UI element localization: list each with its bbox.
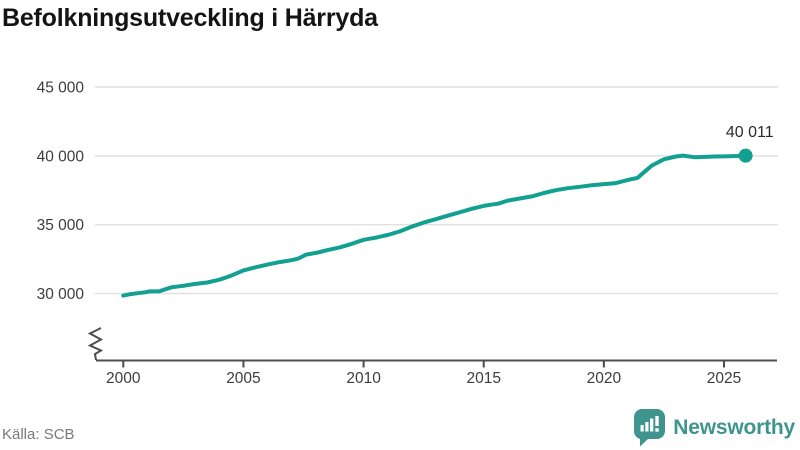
axis-break-icon bbox=[87, 327, 104, 361]
latest-value-label: 40 011 bbox=[726, 124, 774, 141]
x-tick-label: 2015 bbox=[466, 370, 500, 387]
newsworthy-logo-link[interactable]: Newsworthy bbox=[634, 408, 795, 448]
x-tick-label: 2010 bbox=[346, 370, 381, 387]
source-note: Källa: SCB bbox=[2, 426, 75, 443]
y-tick-label: 45 000 bbox=[37, 79, 85, 96]
population-line-chart: 30 000 35 000 40 000 45 000 2000 2005 2010 201… bbox=[37, 79, 778, 387]
latest-point-dot bbox=[738, 148, 753, 163]
chart-title: Befolkningsutveckling i Härryda bbox=[2, 4, 378, 32]
x-tick-label: 2025 bbox=[707, 370, 741, 387]
x-tick-label: 2005 bbox=[226, 370, 260, 387]
x-axis-group: 2000 2005 2010 2015 2020 2025 bbox=[87, 327, 777, 387]
data-series-group bbox=[121, 148, 753, 298]
x-tick-label: 2000 bbox=[106, 370, 141, 387]
y-axis-group: 30 000 35 000 40 000 45 000 bbox=[37, 79, 85, 303]
brand-name: Newsworthy bbox=[673, 416, 795, 439]
y-tick-label: 40 000 bbox=[37, 148, 85, 165]
y-tick-label: 30 000 bbox=[37, 286, 85, 303]
x-tick-label: 2020 bbox=[587, 370, 622, 387]
annotation-group: 40 011 bbox=[726, 124, 774, 141]
gridlines-group bbox=[95, 86, 778, 295]
population-line bbox=[121, 153, 748, 298]
y-tick-label: 35 000 bbox=[37, 217, 85, 234]
bar-chart-speech-bubble-icon bbox=[634, 409, 666, 447]
